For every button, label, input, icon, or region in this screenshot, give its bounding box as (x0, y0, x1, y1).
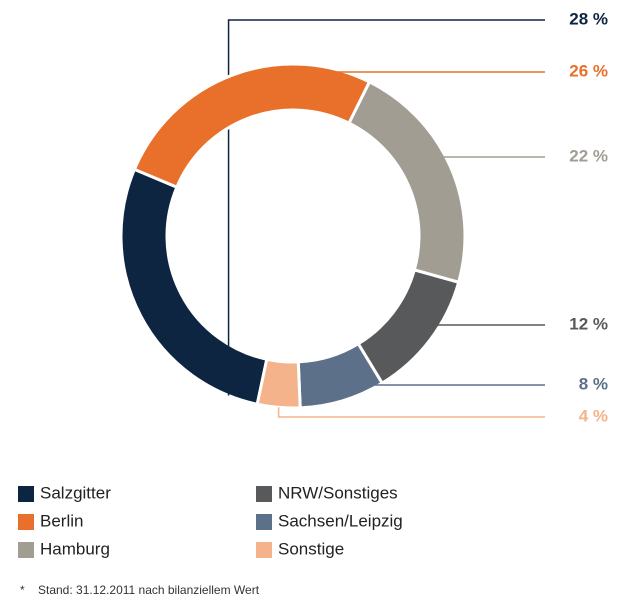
legend-label: NRW/Sonstiges (278, 483, 398, 502)
legend-swatch (256, 486, 272, 502)
legend-label: Salzgitter (40, 483, 111, 502)
value-label: 8 % (579, 374, 608, 393)
value-label: 4 % (579, 406, 608, 425)
footnote: Stand: 31.12.2011 nach bilanziellem Wert (38, 583, 260, 597)
legend-swatch (256, 514, 272, 530)
leader-line (227, 19, 545, 396)
donut-segment (255, 357, 302, 410)
legend-swatch (256, 542, 272, 558)
legend-label: Berlin (40, 511, 83, 530)
legend-label: Sonstige (278, 539, 344, 558)
donut-segment (347, 79, 467, 285)
legend-swatch (18, 542, 34, 558)
legend-label: Sachsen/Leipzig (278, 511, 403, 530)
donut-segment (119, 167, 269, 407)
value-label: 22 % (569, 146, 608, 165)
legend-label: Hamburg (40, 539, 110, 558)
legend-swatch (18, 514, 34, 530)
donut-segment (132, 62, 372, 190)
legend-swatch (18, 486, 34, 502)
value-label: 12 % (569, 314, 608, 333)
footnote-marker: * (20, 583, 25, 597)
value-label: 28 % (569, 9, 608, 28)
leader-line (277, 407, 545, 418)
value-label: 26 % (569, 61, 608, 80)
